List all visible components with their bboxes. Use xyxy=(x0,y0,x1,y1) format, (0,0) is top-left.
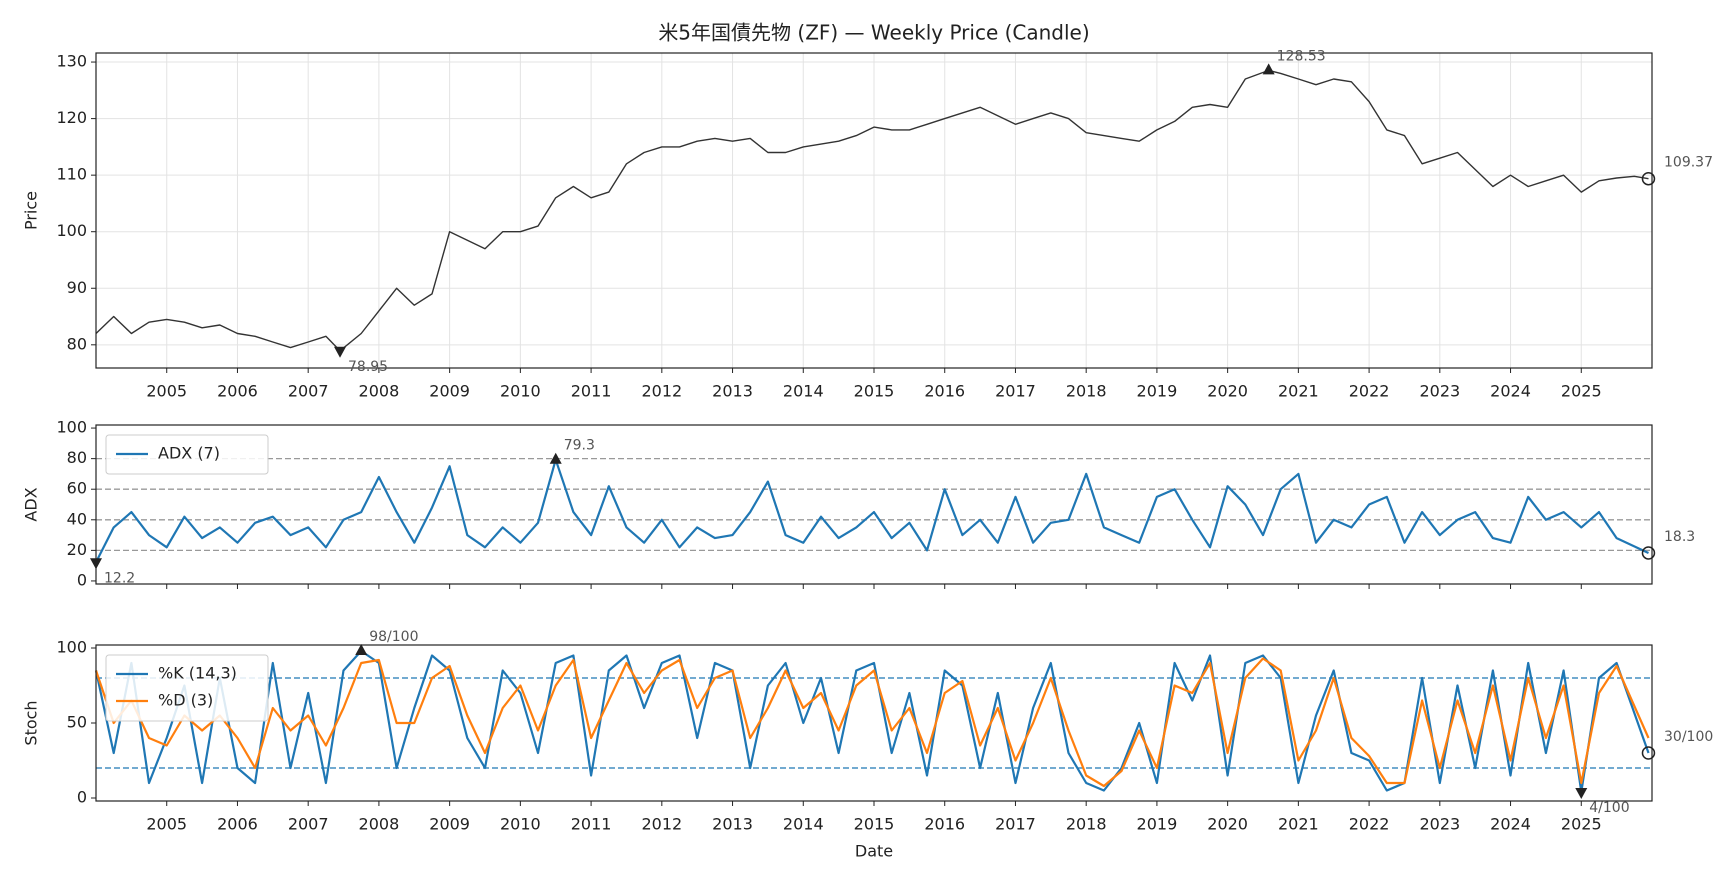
x-tick-label: 2015 xyxy=(854,815,895,834)
x-tick-label: 2016 xyxy=(924,382,965,401)
x-tick-label: 2012 xyxy=(641,815,682,834)
x-tick-label: 2007 xyxy=(288,815,329,834)
legend-box xyxy=(105,434,269,475)
series-line xyxy=(94,657,1650,788)
x-tick-label: 2008 xyxy=(359,382,400,401)
y-axis-label: Price xyxy=(22,191,41,230)
x-tick-label: 2006 xyxy=(217,382,258,401)
x-tick-label: 2023 xyxy=(1419,382,1460,401)
x-tick-label: 2019 xyxy=(1137,382,1178,401)
x-tick-label: 2012 xyxy=(641,382,682,401)
y-tick-label: 130 xyxy=(56,52,87,71)
x-tick-label: 2006 xyxy=(217,815,258,834)
x-tick-label: 2010 xyxy=(500,815,541,834)
x-tick-label: 2005 xyxy=(146,815,187,834)
legend-label: ADX (7) xyxy=(158,444,220,463)
x-tick-label: 2020 xyxy=(1207,382,1248,401)
y-axis-label: Stoch xyxy=(22,700,41,745)
y-axis-label: ADX xyxy=(22,487,41,521)
legend-box xyxy=(105,654,269,722)
y-tick-label: 100 xyxy=(56,638,87,657)
x-tick-label: 2018 xyxy=(1066,382,1107,401)
x-tick-label: 2021 xyxy=(1278,815,1319,834)
plot-frame xyxy=(95,424,1653,585)
legend-label: %K (14,3) xyxy=(158,664,237,683)
y-tick-label: 90 xyxy=(67,278,87,297)
last-marker xyxy=(1641,546,1656,560)
annotation-label: 18.3 xyxy=(1664,529,1695,545)
y-tick-label: 50 xyxy=(67,713,87,732)
x-tick-label: 2020 xyxy=(1207,815,1248,834)
min-marker xyxy=(90,558,102,570)
last-marker xyxy=(1641,746,1656,760)
x-tick-label: 2021 xyxy=(1278,382,1319,401)
x-tick-label: 2011 xyxy=(571,815,612,834)
annotation-label: 78.95 xyxy=(348,359,388,375)
y-tick-label: 0 xyxy=(77,570,87,589)
min-marker xyxy=(334,346,347,358)
x-tick-label: 2011 xyxy=(571,382,612,401)
plot-frame xyxy=(95,644,1653,802)
x-tick-label: 2022 xyxy=(1349,382,1390,401)
annotation-label: 128.53 xyxy=(1277,48,1326,64)
annotation-label: 30/100 xyxy=(1664,729,1713,745)
chart-title: 米5年国債先物 (ZF) — Weekly Price (Candle) xyxy=(658,21,1089,45)
y-tick-label: 110 xyxy=(56,165,87,184)
annotation-label: 98/100 xyxy=(369,629,418,645)
y-tick-label: 100 xyxy=(56,221,87,240)
x-tick-label: 2025 xyxy=(1561,815,1602,834)
series-line xyxy=(95,69,1649,352)
annotation-label: 12.2 xyxy=(104,570,135,586)
series-line xyxy=(95,458,1649,563)
x-tick-label: 2022 xyxy=(1349,815,1390,834)
y-tick-label: 20 xyxy=(67,540,87,559)
plot-frame xyxy=(95,52,1653,369)
x-tick-label: 2014 xyxy=(783,815,824,834)
x-tick-label: 2019 xyxy=(1137,815,1178,834)
y-tick-label: 0 xyxy=(77,788,87,807)
x-tick-label: 2009 xyxy=(429,382,470,401)
y-tick-label: 120 xyxy=(56,108,87,127)
x-tick-label: 2013 xyxy=(712,382,753,401)
max-marker xyxy=(1262,63,1275,75)
x-tick-label: 2009 xyxy=(429,815,470,834)
min-marker xyxy=(1575,788,1588,799)
x-tick-label: 2008 xyxy=(359,815,400,834)
last-marker xyxy=(1641,171,1656,186)
x-tick-label: 2015 xyxy=(854,382,895,401)
max-marker xyxy=(355,644,368,655)
x-tick-label: 2005 xyxy=(146,382,187,401)
y-tick-label: 100 xyxy=(56,418,87,437)
x-tick-label: 2013 xyxy=(712,815,753,834)
x-tick-label: 2017 xyxy=(995,382,1036,401)
annotation-label: 4/100 xyxy=(1589,800,1629,816)
y-tick-label: 80 xyxy=(67,334,87,353)
x-tick-label: 2025 xyxy=(1561,382,1602,401)
annotation-label: 79.3 xyxy=(564,438,595,454)
y-tick-label: 40 xyxy=(67,509,87,528)
y-tick-label: 60 xyxy=(67,479,87,498)
x-tick-label: 2016 xyxy=(924,815,965,834)
x-tick-label: 2014 xyxy=(783,382,824,401)
annotation-label: 109.37 xyxy=(1664,155,1713,171)
x-tick-label: 2018 xyxy=(1066,815,1107,834)
legend-label: %D (3) xyxy=(158,691,213,710)
x-tick-label: 2023 xyxy=(1419,815,1460,834)
x-tick-label: 2024 xyxy=(1490,382,1531,401)
x-axis-label: Date xyxy=(855,842,893,861)
x-tick-label: 2010 xyxy=(500,382,541,401)
max-marker xyxy=(549,452,562,464)
series-line xyxy=(94,649,1650,794)
x-tick-label: 2017 xyxy=(995,815,1036,834)
y-tick-label: 80 xyxy=(67,448,87,467)
x-tick-label: 2007 xyxy=(288,382,329,401)
x-tick-label: 2024 xyxy=(1490,815,1531,834)
